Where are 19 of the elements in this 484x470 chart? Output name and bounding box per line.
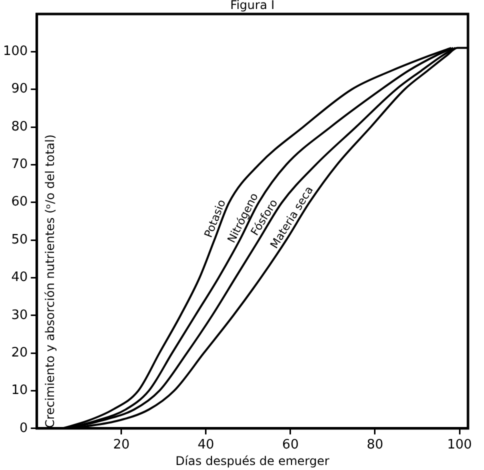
y-tick-label: 100 bbox=[2, 44, 28, 60]
y-tick-label: 50 bbox=[11, 232, 28, 248]
x-tick-label: 40 bbox=[198, 438, 214, 453]
y-tick-label: 10 bbox=[11, 383, 28, 398]
y-axis-title: Crecimiento y absorción nutrientes (ᵒ/o del total) bbox=[42, 134, 57, 428]
y-tick-label: 40 bbox=[11, 270, 28, 286]
y-tick-label: 80 bbox=[11, 119, 28, 134]
y-tick-label: 0 bbox=[20, 420, 28, 436]
y-tick-label: 90 bbox=[11, 82, 28, 97]
x-tick-label: 100 bbox=[447, 438, 472, 453]
x-tick-label: 80 bbox=[366, 438, 384, 453]
y-tick-label: 20 bbox=[11, 345, 28, 360]
x-tick-label: 60 bbox=[282, 438, 299, 453]
y-tick-label: 70 bbox=[11, 157, 28, 172]
chart-title: Figura I bbox=[230, 0, 275, 12]
x-tick-label: 20 bbox=[113, 438, 130, 453]
y-tick-label: 60 bbox=[11, 194, 28, 210]
y-tick-label: 30 bbox=[11, 308, 28, 323]
x-axis-title: Días después de emerger bbox=[175, 454, 330, 468]
